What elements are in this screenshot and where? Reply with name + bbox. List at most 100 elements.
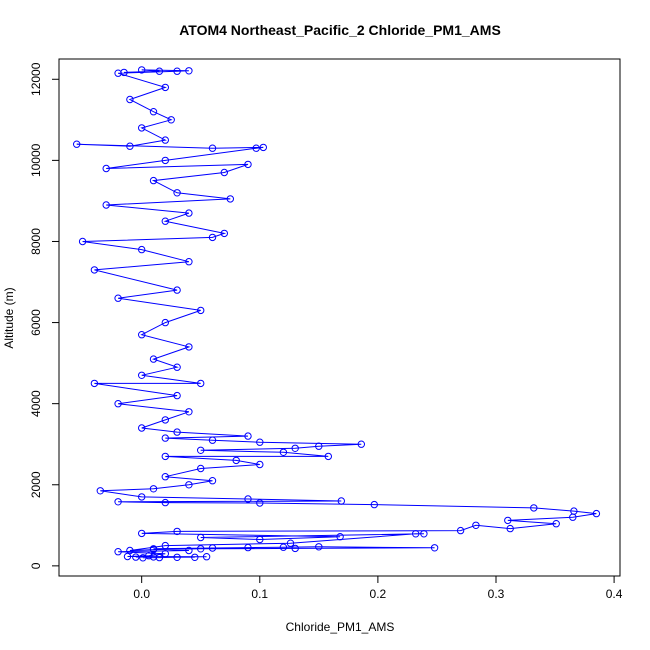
y-tick-label: 4000 bbox=[29, 390, 43, 417]
data-point bbox=[161, 136, 170, 144]
data-point bbox=[161, 416, 170, 424]
data-point bbox=[138, 529, 146, 538]
data-point bbox=[126, 95, 134, 104]
data-point bbox=[138, 331, 146, 339]
data-point bbox=[185, 67, 193, 75]
data-point bbox=[291, 544, 299, 553]
data-point bbox=[102, 164, 110, 173]
series-line bbox=[76, 69, 597, 559]
data-point bbox=[208, 477, 217, 485]
data-point bbox=[244, 495, 252, 503]
data-point bbox=[132, 553, 140, 561]
data-point bbox=[161, 550, 170, 558]
data-point bbox=[161, 434, 170, 442]
data-point bbox=[173, 527, 181, 536]
data-point bbox=[155, 67, 164, 75]
data-point bbox=[173, 286, 181, 294]
data-point bbox=[279, 448, 288, 456]
y-tick-label: 0 bbox=[29, 562, 43, 569]
data-point bbox=[256, 535, 264, 544]
data-point bbox=[370, 500, 378, 509]
y-axis-label: Altitude (m) bbox=[2, 287, 16, 348]
data-point bbox=[114, 294, 122, 302]
data-point bbox=[90, 266, 99, 274]
y-tick-label: 10000 bbox=[29, 143, 43, 177]
data-point bbox=[220, 168, 229, 177]
data-point bbox=[149, 485, 158, 493]
data-point bbox=[114, 548, 122, 556]
data-point bbox=[161, 473, 170, 481]
data-point bbox=[208, 436, 217, 444]
data-point bbox=[161, 498, 170, 507]
data-point bbox=[256, 460, 264, 469]
data-point bbox=[208, 233, 217, 242]
chart-title: ATOM4 Northeast_Pacific_2 Chloride_PM1_A… bbox=[179, 22, 501, 38]
data-point bbox=[185, 481, 193, 489]
data-point bbox=[315, 543, 323, 551]
data-point bbox=[226, 195, 235, 203]
data-point bbox=[244, 543, 252, 552]
data-point bbox=[96, 487, 105, 495]
data-point bbox=[291, 444, 299, 452]
data-point bbox=[161, 541, 170, 550]
data-point bbox=[337, 497, 345, 505]
data-point bbox=[173, 553, 181, 561]
data-point bbox=[315, 442, 323, 450]
data-point bbox=[138, 493, 146, 501]
x-tick-label: 0.1 bbox=[251, 587, 268, 601]
x-tick-label: 0.4 bbox=[606, 587, 623, 601]
data-point bbox=[530, 504, 538, 512]
data-point bbox=[185, 546, 193, 555]
y-tick-label: 12000 bbox=[29, 62, 43, 96]
y-tick-label: 2000 bbox=[29, 471, 43, 498]
data-point bbox=[167, 116, 175, 124]
data-point bbox=[149, 176, 158, 185]
data-point bbox=[173, 391, 181, 400]
data-point bbox=[256, 438, 264, 446]
data-point bbox=[244, 160, 252, 169]
data-point bbox=[232, 456, 240, 465]
data-point bbox=[149, 553, 158, 561]
x-tick-label: 0.0 bbox=[133, 587, 150, 601]
data-point bbox=[90, 379, 99, 388]
data-point bbox=[259, 143, 267, 152]
data-point bbox=[114, 400, 122, 408]
x-tick-label: 0.2 bbox=[370, 587, 387, 601]
data-point bbox=[138, 124, 146, 132]
data-point bbox=[161, 156, 170, 165]
data-point bbox=[120, 68, 128, 77]
y-tick-label: 6000 bbox=[29, 309, 43, 336]
data-point bbox=[173, 428, 181, 436]
data-point bbox=[220, 229, 229, 238]
data-point bbox=[161, 83, 170, 92]
data-point bbox=[197, 446, 205, 454]
data-point bbox=[185, 258, 193, 266]
data-point bbox=[197, 545, 205, 553]
data-point bbox=[161, 318, 170, 327]
data-point bbox=[173, 67, 181, 75]
data-point bbox=[73, 140, 81, 148]
data-point bbox=[185, 408, 193, 416]
data-point bbox=[197, 464, 205, 473]
data-point bbox=[552, 520, 560, 528]
data-point bbox=[504, 516, 512, 525]
data-point bbox=[336, 533, 344, 541]
x-axis: 0.0 0.1 0.2 0.3 0.4 bbox=[133, 575, 623, 601]
data-point bbox=[149, 108, 158, 116]
data-point bbox=[78, 237, 87, 246]
data-point bbox=[185, 209, 193, 217]
data-point bbox=[197, 306, 205, 315]
data-point bbox=[324, 452, 332, 461]
data-point bbox=[102, 201, 110, 209]
x-axis-label: Chloride_PM1_AMS bbox=[286, 620, 395, 634]
plot-area bbox=[73, 66, 601, 562]
data-point bbox=[185, 343, 193, 351]
data-point bbox=[138, 371, 146, 379]
data-point bbox=[279, 543, 288, 551]
data-point bbox=[138, 66, 146, 74]
data-point bbox=[173, 363, 181, 371]
data-point bbox=[149, 355, 158, 363]
data-point bbox=[252, 144, 260, 152]
data-point bbox=[197, 533, 205, 542]
